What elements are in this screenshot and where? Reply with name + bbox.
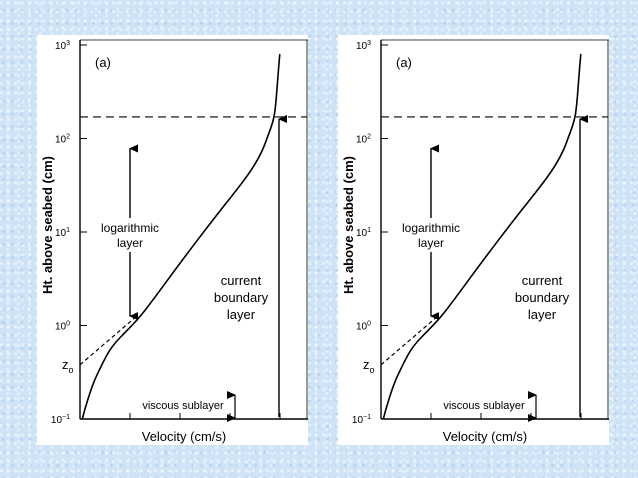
velocity-profile-chart: 10−1 100 101 102 103 Velocity (cm/s) Ht.… [40,39,308,444]
boundary-layer-label-line1: current [522,273,563,288]
y-tick-label: 102 [55,134,70,146]
log-layer-label-bg [93,218,171,252]
boundary-layer-label-line1: current [221,273,262,288]
velocity-profile-curve [382,54,582,420]
x-axis-label: Velocity (cm/s) [142,429,227,444]
viscous-sublayer-label: viscous sublayer [142,400,224,412]
panel-label: (a) [95,55,111,70]
log-layer-label-line2: layer [117,236,143,250]
boundary-layer-label-line3: layer [227,307,256,322]
chart-panel-right: 10−1 100 101 102 103 Velocity (cm/s) Ht.… [338,35,609,445]
y-tick-label: 10−1 [352,414,371,426]
z0-label: zo [62,357,74,375]
y-tick-label: 102 [356,134,371,146]
log-layer-label-line2: layer [418,236,444,250]
velocity-profile-curve [81,54,281,420]
y-tick-labels: 10−1 100 101 102 103 [51,40,70,426]
y-tick-label: 101 [356,227,371,239]
y-tick-label: 100 [356,321,371,333]
log-layer-label-line1: logarithmic [402,221,460,235]
y-tick-label: 100 [55,321,70,333]
log-extrapolation-line [380,317,436,366]
y-tick-label: 103 [356,40,371,52]
boundary-layer-label-line2: boundary [515,290,570,305]
velocity-profile-chart: 10−1 100 101 102 103 Velocity (cm/s) Ht.… [341,39,609,444]
boundary-layer-label-line3: layer [528,307,557,322]
y-ticks [381,44,388,420]
y-tick-label: 103 [55,40,70,52]
y-tick-label: 101 [55,227,70,239]
chart-panel-left: 10−1 100 101 102 103 Velocity (cm/s) Ht.… [37,35,308,445]
log-extrapolation-line [79,317,135,366]
panel-label: (a) [396,55,412,70]
y-ticks [80,44,87,420]
y-axis-label: Ht. above seabed (cm) [40,156,55,294]
viscous-sublayer-label: viscous sublayer [443,400,525,412]
log-layer-label-line1: logarithmic [101,221,159,235]
y-tick-labels: 10−1 100 101 102 103 [352,40,371,426]
z0-label: zo [363,357,375,375]
log-layer-label-bg [394,218,472,252]
boundary-layer-label-line2: boundary [214,290,269,305]
y-tick-label: 10−1 [51,414,70,426]
y-axis-label: Ht. above seabed (cm) [341,156,356,294]
x-axis-label: Velocity (cm/s) [443,429,528,444]
